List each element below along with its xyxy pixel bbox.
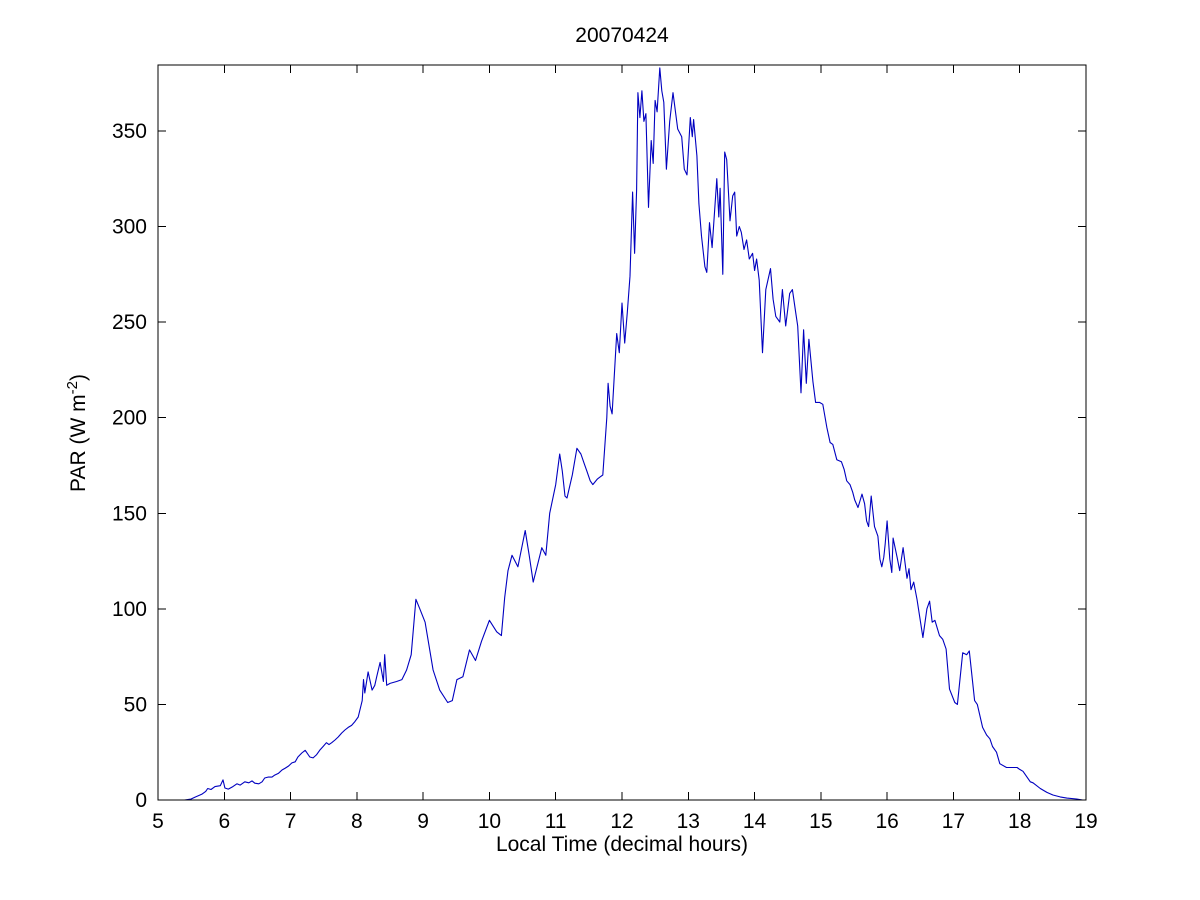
x-tick-label: 13 bbox=[677, 810, 700, 833]
x-tick-label: 14 bbox=[743, 810, 767, 833]
x-tick-label: 17 bbox=[942, 810, 965, 833]
x-tick-label: 9 bbox=[417, 810, 429, 833]
x-tick-label: 10 bbox=[478, 810, 501, 833]
y-tick-label: 150 bbox=[112, 502, 147, 525]
x-tick-label: 5 bbox=[152, 810, 164, 833]
x-tick-label: 12 bbox=[610, 810, 633, 833]
x-tick-label: 8 bbox=[351, 810, 363, 833]
data-series-line bbox=[183, 67, 1084, 801]
x-tick-label: 19 bbox=[1074, 810, 1097, 833]
y-tick-label: 300 bbox=[112, 216, 147, 239]
y-tick-label: 350 bbox=[112, 120, 147, 143]
x-tick-label: 18 bbox=[1008, 810, 1031, 833]
x-tick-label: 6 bbox=[218, 810, 230, 833]
x-axis-label: Local Time (decimal hours) bbox=[495, 833, 749, 856]
y-tick-label: 100 bbox=[112, 598, 147, 621]
y-tick-label: 0 bbox=[135, 789, 147, 812]
x-tick-label: 16 bbox=[875, 810, 898, 833]
y-tick-label: 50 bbox=[124, 693, 147, 716]
axes-box bbox=[157, 64, 1087, 801]
y-tick-label: 200 bbox=[112, 407, 147, 430]
x-tick-label: 7 bbox=[285, 810, 297, 833]
x-tick-label: 15 bbox=[809, 810, 832, 833]
x-tick-label: 11 bbox=[545, 810, 567, 833]
chart-title: 20070424 bbox=[575, 24, 669, 47]
y-tick-label: 250 bbox=[112, 311, 147, 334]
